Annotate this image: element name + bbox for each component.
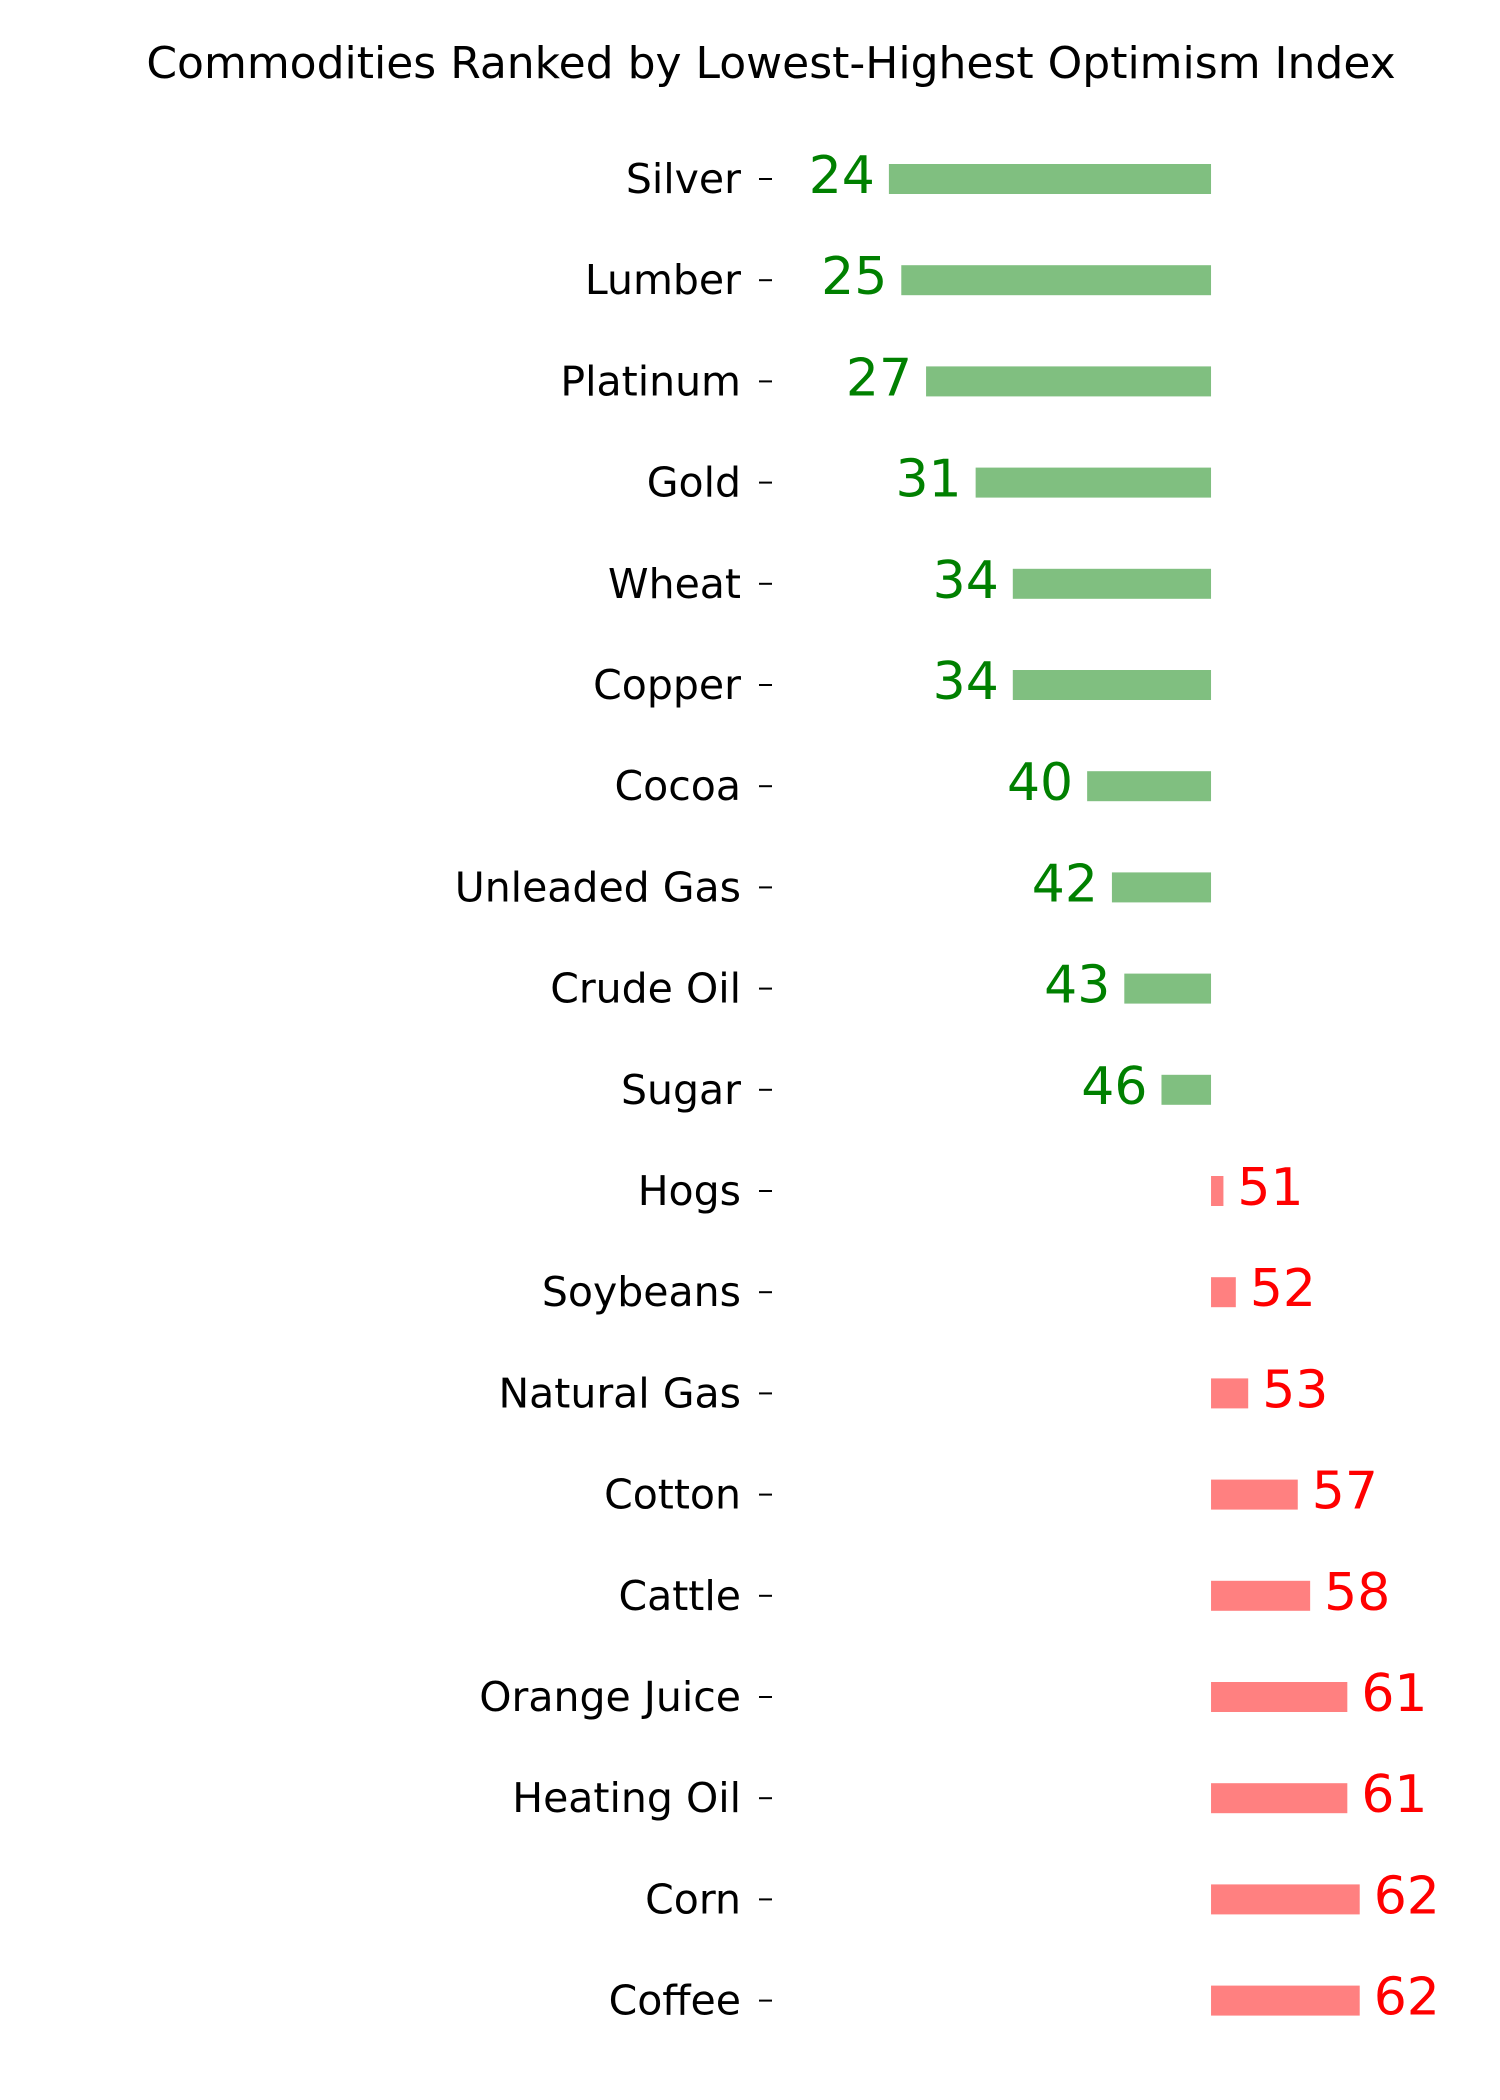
bar — [901, 265, 1212, 296]
bar — [888, 164, 1212, 194]
y-tick-label: Gold — [647, 459, 741, 507]
data-label: 42 — [1032, 854, 1098, 914]
y-tick-label: Coffee — [609, 1977, 741, 2025]
data-label: 43 — [1044, 956, 1110, 1016]
data-label: 40 — [1007, 753, 1073, 813]
bar — [1211, 1479, 1298, 1510]
bar — [975, 467, 1212, 498]
data-label: 25 — [821, 247, 887, 307]
y-tick-label: Soybeans — [542, 1268, 741, 1316]
y-tick-label: Cattle — [618, 1572, 741, 1620]
bar — [1111, 872, 1212, 903]
y-tick-label: Silver — [626, 155, 741, 203]
data-label: 57 — [1312, 1462, 1378, 1522]
data-label: 61 — [1361, 1765, 1427, 1825]
bar — [1211, 1378, 1249, 1409]
chart-title: Commodities Ranked by Lowest-Highest Opt… — [146, 38, 1395, 89]
bar — [1211, 1277, 1236, 1308]
data-label: 58 — [1324, 1563, 1390, 1623]
data-label: 53 — [1262, 1360, 1328, 1420]
bar — [1211, 1176, 1224, 1206]
data-label: 31 — [895, 450, 961, 510]
y-tick-label: Sugar — [621, 1066, 741, 1114]
y-tick-label: Crude Oil — [550, 965, 741, 1013]
data-label: 34 — [933, 551, 999, 611]
y-tick-label: Corn — [645, 1875, 741, 1923]
data-label: 24 — [809, 146, 875, 206]
y-tick-label: Platinum — [560, 357, 741, 405]
y-tick-label: Unleaded Gas — [455, 863, 741, 911]
data-label: 51 — [1237, 1158, 1303, 1218]
y-tick-label: Wheat — [608, 560, 741, 608]
data-label: 52 — [1250, 1259, 1316, 1319]
bar — [1211, 1580, 1311, 1611]
bar — [1161, 1074, 1212, 1105]
data-label: 61 — [1361, 1664, 1427, 1724]
y-tick-label: Heating Oil — [512, 1774, 741, 1822]
data-label: 27 — [846, 348, 912, 408]
y-tick-label: Copper — [593, 661, 741, 709]
data-label: 62 — [1374, 1866, 1440, 1926]
y-tick-label: Lumber — [585, 256, 741, 304]
y-tick-label: Orange Juice — [479, 1673, 741, 1721]
bar — [1012, 670, 1212, 700]
bar — [1087, 771, 1212, 802]
bar — [926, 366, 1212, 397]
bar — [1211, 1985, 1360, 2016]
bar — [1211, 1884, 1360, 1915]
bar — [1211, 1682, 1348, 1712]
data-label: 34 — [933, 652, 999, 712]
y-tick-label: Cotton — [604, 1471, 741, 1519]
bar — [1012, 568, 1212, 599]
y-tick-label: Hogs — [638, 1167, 741, 1215]
data-label: 62 — [1374, 1968, 1440, 2028]
bar — [1211, 1783, 1348, 1814]
y-tick-label: Cocoa — [615, 762, 741, 810]
bar — [1124, 973, 1212, 1004]
y-tick-label: Natural Gas — [498, 1369, 741, 1417]
data-label: 46 — [1081, 1057, 1147, 1117]
